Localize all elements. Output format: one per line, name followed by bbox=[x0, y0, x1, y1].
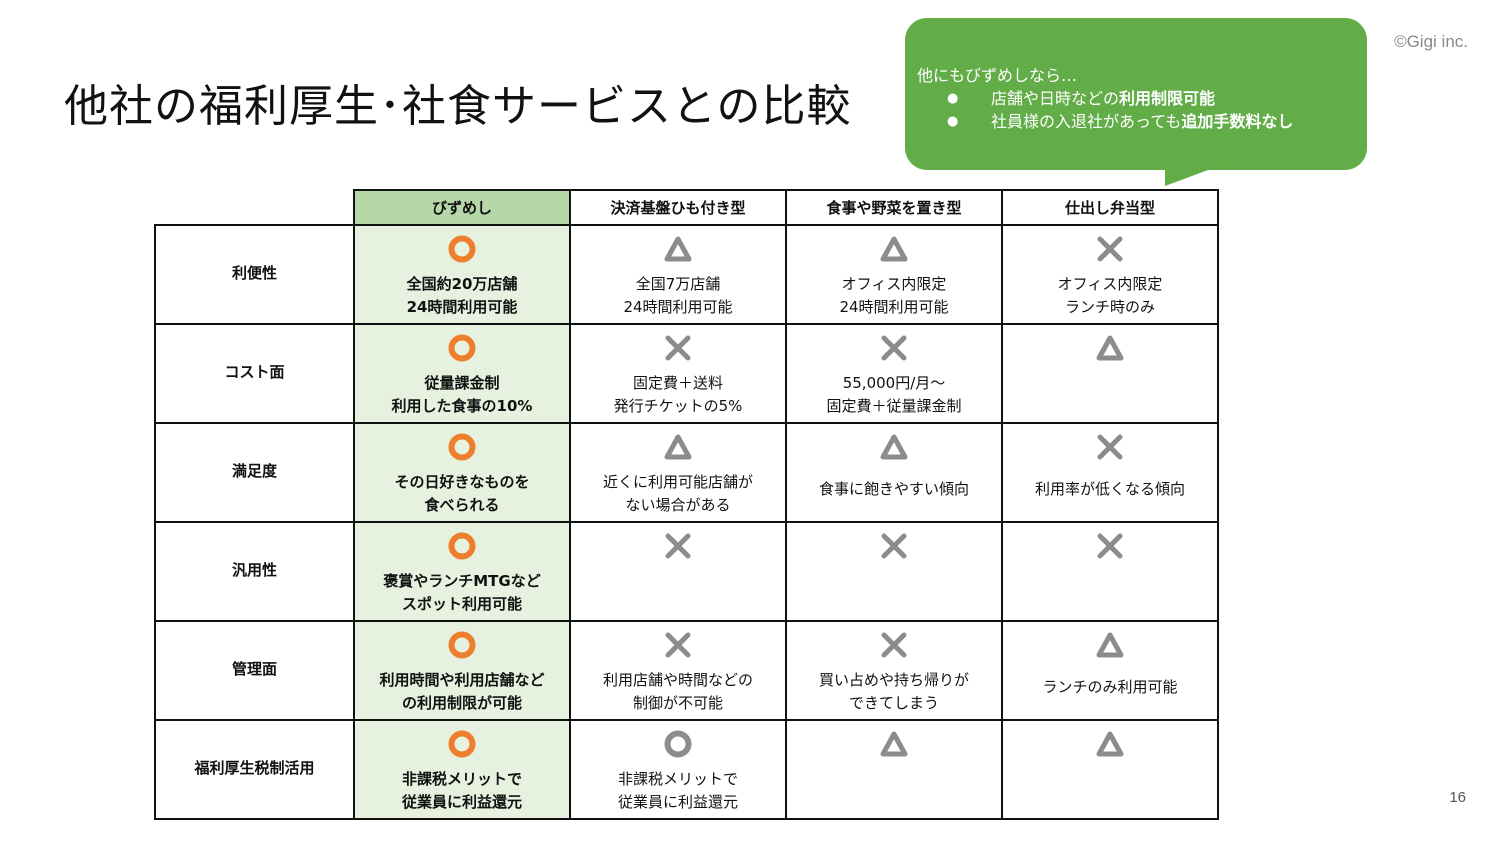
table-cell: 固定費＋送料 発行チケットの5% bbox=[569, 323, 787, 424]
table-cell bbox=[785, 521, 1003, 622]
table-cell: 全国約20万店舗 24時間利用可能 bbox=[353, 224, 571, 325]
table-cell: 従量課金制 利用した食事の10% bbox=[353, 323, 571, 424]
table-cell: その日好きなものを 食べられる bbox=[353, 422, 571, 523]
table-row: コスト面 従量課金制 利用した食事の10% 固定費＋送料 発行チケットの5% 55,0… bbox=[154, 323, 1219, 424]
double-circle-icon bbox=[355, 234, 569, 264]
table-cell: 全国7万店舗 24時間利用可能 bbox=[569, 224, 787, 325]
cell-text: 従量課金制 利用した食事の10% bbox=[391, 374, 533, 415]
cell-text: 褒賞やランチMTGなど スポット利用可能 bbox=[383, 572, 541, 613]
table-cell: 非課税メリットで 従業員に利益還元 bbox=[569, 719, 787, 820]
cross-icon bbox=[1003, 234, 1217, 264]
row-label: 福利厚生税制活用 bbox=[154, 719, 355, 820]
page-title: 他社の福利厚生･社食サービスとの比較 bbox=[64, 81, 852, 132]
cross-icon bbox=[571, 333, 785, 363]
double-circle-icon bbox=[355, 432, 569, 462]
table-cell bbox=[1001, 323, 1219, 424]
callout-intro: 他にもびずめしなら… bbox=[917, 66, 1078, 85]
cell-text: オフィス内限定 ランチ時のみ bbox=[1057, 275, 1163, 316]
cross-icon bbox=[571, 531, 785, 561]
row-label: コスト面 bbox=[154, 323, 355, 424]
cell-text: 買い占めや持ち帰りが できてしまう bbox=[818, 671, 969, 712]
callout-tail bbox=[1165, 160, 1235, 186]
table-row: 福利厚生税制活用非課税メリットで 従業員に利益還元 非課税メリットで 従業員に利益… bbox=[154, 719, 1219, 820]
triangle-icon bbox=[1003, 630, 1217, 660]
cell-text: 利用時間や利用店舗など の利用制限が可能 bbox=[379, 671, 545, 712]
cell-text: その日好きなものを 食べられる bbox=[394, 473, 530, 514]
table-cell: 褒賞やランチMTGなど スポット利用可能 bbox=[353, 521, 571, 622]
triangle-icon bbox=[1003, 729, 1217, 759]
header-placement: 食事や野菜を置き型 bbox=[785, 189, 1003, 226]
table-cell: 買い占めや持ち帰りが できてしまう bbox=[785, 620, 1003, 721]
table-row: 利便性全国約20万店舗 24時間利用可能 全国7万店舗 24時間利用可能 オフィス内… bbox=[154, 224, 1219, 325]
table-cell: 非課税メリットで 従業員に利益還元 bbox=[353, 719, 571, 820]
cross-icon bbox=[787, 531, 1001, 561]
table-cell: 55,000円/月～ 固定費＋従量課金制 bbox=[785, 323, 1003, 424]
cross-icon bbox=[1003, 531, 1217, 561]
header-bizmeshi: びずめし bbox=[353, 189, 571, 226]
table-cell: ランチのみ利用可能 bbox=[1001, 620, 1219, 721]
triangle-icon bbox=[571, 234, 785, 264]
table-cell bbox=[1001, 521, 1219, 622]
table-cell bbox=[1001, 719, 1219, 820]
callout-bubble: 他にもびずめしなら… 店舗や日時などの利用制限可能 社員様の入退社があっても追加… bbox=[905, 18, 1367, 170]
cell-text: 利用率が低くなる傾向 bbox=[1034, 480, 1185, 498]
cell-text: 固定費＋送料 発行チケットの5% bbox=[613, 374, 743, 415]
double-circle-icon bbox=[355, 333, 569, 363]
triangle-icon bbox=[787, 234, 1001, 264]
cell-text: 全国7万店舗 24時間利用可能 bbox=[623, 275, 733, 316]
cross-icon bbox=[787, 630, 1001, 660]
header-payment-linked: 決済基盤ひも付き型 bbox=[569, 189, 787, 226]
row-label: 利便性 bbox=[154, 224, 355, 325]
cell-text: オフィス内限定 24時間利用可能 bbox=[839, 275, 949, 316]
table-cell: 利用率が低くなる傾向 bbox=[1001, 422, 1219, 523]
row-label: 管理面 bbox=[154, 620, 355, 721]
table-row: 汎用性 褒賞やランチMTGなど スポット利用可能 bbox=[154, 521, 1219, 622]
table-cell: オフィス内限定 ランチ時のみ bbox=[1001, 224, 1219, 325]
callout-item-emphasis: 利用制限可能 bbox=[1119, 89, 1216, 108]
cross-icon bbox=[1003, 432, 1217, 462]
circle-icon bbox=[571, 729, 785, 759]
table-header-row: びずめし 決済基盤ひも付き型 食事や野菜を置き型 仕出し弁当型 bbox=[155, 189, 1219, 226]
triangle-icon bbox=[787, 432, 1001, 462]
header-bento: 仕出し弁当型 bbox=[1001, 189, 1219, 226]
table-cell: オフィス内限定 24時間利用可能 bbox=[785, 224, 1003, 325]
cell-text: 非課税メリットで 従業員に利益還元 bbox=[617, 770, 738, 811]
page-number: 16 bbox=[1449, 789, 1466, 806]
cell-text: 近くに利用可能店舗が ない場合がある bbox=[602, 473, 753, 514]
double-circle-icon bbox=[355, 531, 569, 561]
cell-text: 55,000円/月～ 固定費＋従量課金制 bbox=[826, 374, 962, 415]
table-row: 管理面 利用時間や利用店舗など の利用制限が可能 利用店舗や時間などの 制御が不可能… bbox=[154, 620, 1219, 721]
row-label: 満足度 bbox=[154, 422, 355, 523]
triangle-icon bbox=[571, 432, 785, 462]
double-circle-icon bbox=[355, 630, 569, 660]
table-cell: 近くに利用可能店舗が ない場合がある bbox=[569, 422, 787, 523]
triangle-icon bbox=[1003, 333, 1217, 363]
table-cell bbox=[569, 521, 787, 622]
cell-text: ランチのみ利用可能 bbox=[1042, 678, 1178, 696]
cell-text: 利用店舗や時間などの 制御が不可能 bbox=[602, 671, 753, 712]
cross-icon bbox=[787, 333, 1001, 363]
row-label: 汎用性 bbox=[154, 521, 355, 622]
double-circle-icon bbox=[355, 729, 569, 759]
comparison-table: びずめし 決済基盤ひも付き型 食事や野菜を置き型 仕出し弁当型 利便性全国約20… bbox=[154, 189, 1219, 820]
callout-item-restriction: 店舗や日時などの利用制限可能 bbox=[917, 87, 1367, 110]
table-cell: 利用時間や利用店舗など の利用制限が可能 bbox=[353, 620, 571, 721]
table-cell: 食事に飽きやすい傾向 bbox=[785, 422, 1003, 523]
header-blank bbox=[155, 190, 354, 226]
triangle-icon bbox=[787, 729, 1001, 759]
table-cell: 利用店舗や時間などの 制御が不可能 bbox=[569, 620, 787, 721]
cell-text: 食事に飽きやすい傾向 bbox=[818, 480, 969, 498]
cell-text: 全国約20万店舗 24時間利用可能 bbox=[406, 275, 518, 316]
callout-item-fee: 社員様の入退社があっても追加手数料なし bbox=[917, 110, 1367, 133]
cross-icon bbox=[571, 630, 785, 660]
copyright: ©Gigi inc. bbox=[1394, 32, 1468, 51]
callout-item-text: 社員様の入退社があっても bbox=[991, 112, 1182, 131]
table-row: 満足度 その日好きなものを 食べられる 近くに利用可能店舗が ない場合がある 食事に飽… bbox=[154, 422, 1219, 523]
callout-list: 店舗や日時などの利用制限可能 社員様の入退社があっても追加手数料なし bbox=[917, 87, 1367, 133]
table-cell bbox=[785, 719, 1003, 820]
callout-item-text: 店舗や日時などの bbox=[991, 89, 1120, 108]
cell-text: 非課税メリットで 従業員に利益還元 bbox=[401, 770, 522, 811]
callout-item-emphasis: 追加手数料なし bbox=[1181, 112, 1294, 131]
